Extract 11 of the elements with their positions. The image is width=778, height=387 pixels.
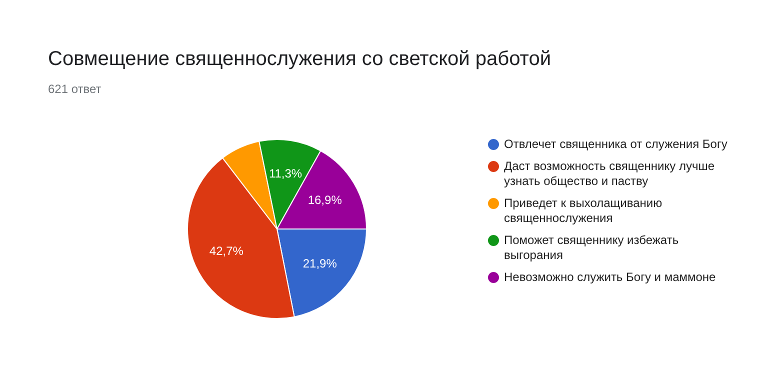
- legend-label: Отвлечет священника от служения Богу: [504, 137, 728, 151]
- data-label: 11,3%: [268, 166, 302, 180]
- legend-label: Невозможно служить Богу и маммоне: [504, 270, 716, 284]
- legend-label: Приведет к выхолащиванию священнослужения: [504, 196, 662, 225]
- text: 621 ответ: [48, 82, 102, 96]
- chart-title: Совмещение священнослужения со светской работой: [48, 48, 552, 71]
- legend-label: Даст возможность священнику лучше узнать общество и паству: [504, 159, 714, 188]
- data-label: 21,9%: [302, 256, 338, 271]
- legend-label: Поможет священнику избежать выгорания: [504, 233, 679, 262]
- data-label: 16,9%: [308, 193, 342, 208]
- data-label: 42,7%: [209, 244, 244, 258]
